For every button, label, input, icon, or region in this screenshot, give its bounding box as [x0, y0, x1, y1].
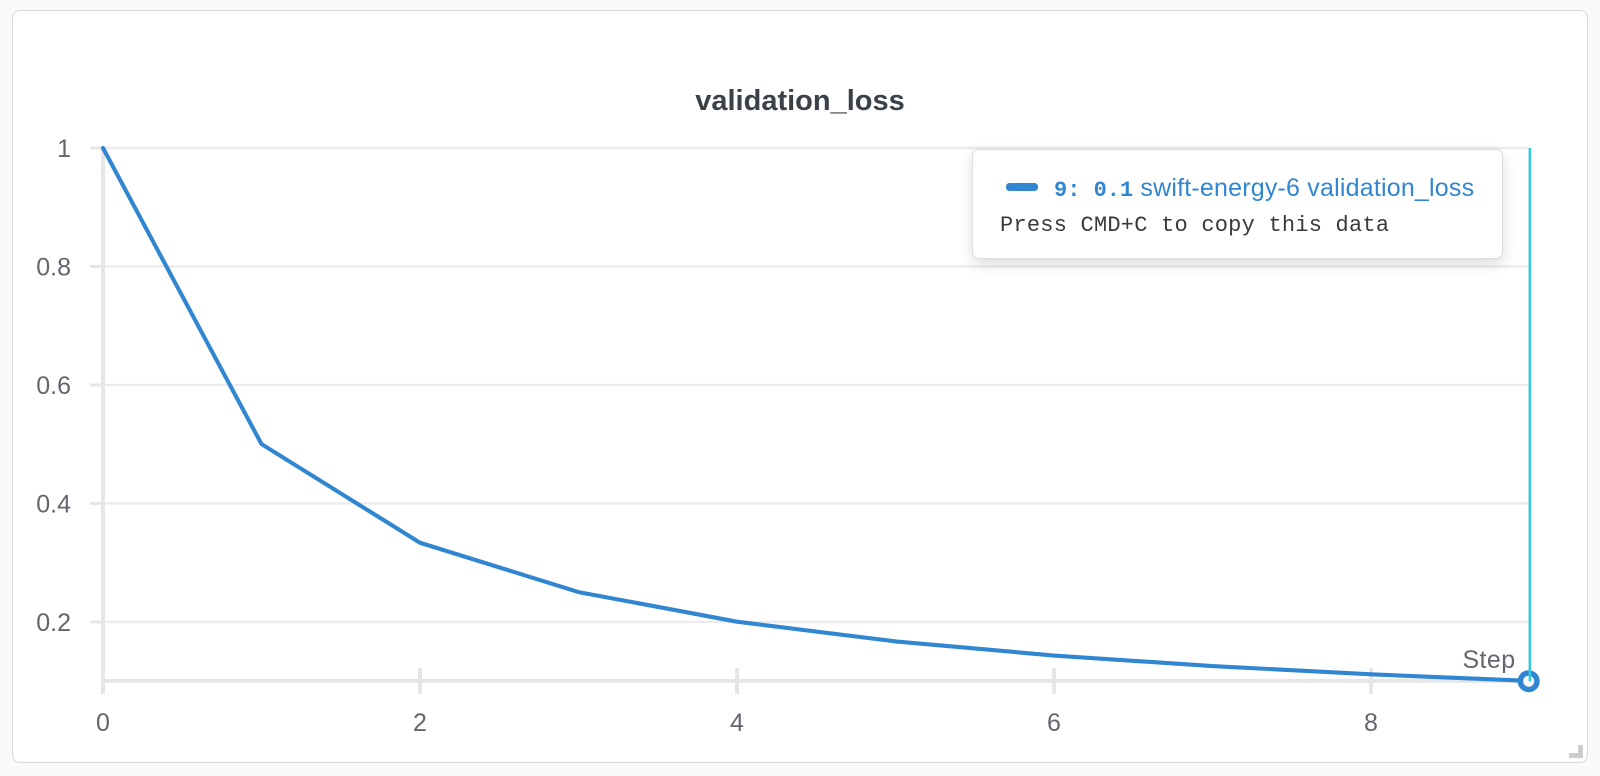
svg-text:8: 8 — [1364, 709, 1378, 737]
svg-text:2: 2 — [413, 709, 427, 737]
svg-text:6: 6 — [1047, 709, 1061, 737]
svg-text:4: 4 — [730, 709, 744, 737]
svg-text:0.2: 0.2 — [36, 609, 71, 637]
svg-text:0.8: 0.8 — [36, 254, 71, 282]
svg-text:0: 0 — [96, 709, 110, 737]
svg-text:0.4: 0.4 — [36, 491, 71, 519]
svg-text:validation_loss: validation_loss — [695, 85, 905, 117]
svg-text:0.6: 0.6 — [36, 372, 71, 400]
svg-text:1: 1 — [57, 135, 71, 163]
svg-text:Step: Step — [1462, 646, 1515, 674]
